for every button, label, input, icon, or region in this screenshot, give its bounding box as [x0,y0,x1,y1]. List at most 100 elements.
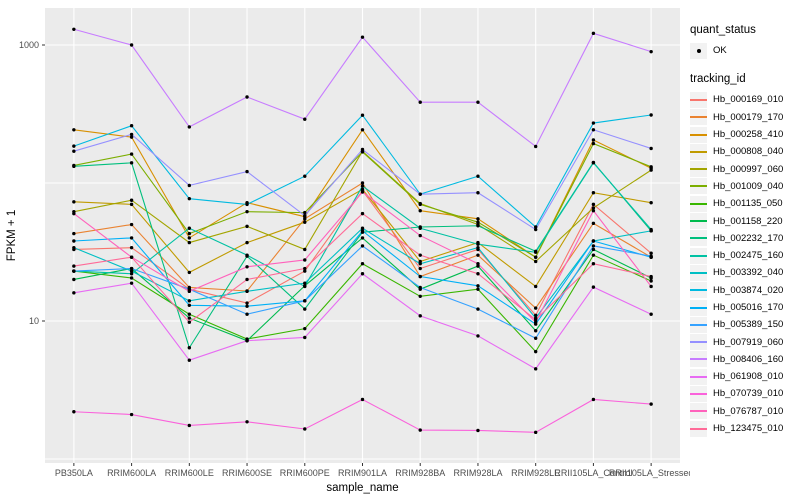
series-color-line-icon [690,98,707,101]
data-point [591,244,596,248]
legend-item-ok: OK [690,42,800,59]
legend-line-swatch [690,334,707,351]
data-point [187,231,192,236]
data-point [533,227,538,232]
data-point [649,274,653,279]
data-point [476,264,480,268]
series-color-line-icon [690,323,707,326]
data-point [245,277,249,282]
series-color-line-icon [690,271,707,274]
data-point [303,213,307,218]
data-point [649,229,653,233]
data-point [533,320,538,324]
legend-item-label: Hb_000808_040 [713,146,784,158]
data-point [303,258,307,262]
data-point [533,225,538,229]
data-point [476,287,480,291]
legend-item-Hb_001135_050: Hb_001135_050 [690,195,800,212]
legend-item-label: Hb_076787_010 [713,405,784,417]
data-point [303,281,307,285]
data-point [476,262,480,266]
data-point [591,239,596,243]
data-point [533,367,538,371]
data-point [303,220,307,224]
data-point [476,245,480,250]
data-point [360,187,365,192]
data-point [72,291,76,295]
data-point [72,200,76,204]
data-point [476,174,480,178]
x-tick-label: RRIM928LE [511,468,560,478]
data-point [187,312,192,316]
data-point [129,152,134,156]
data-point [303,299,307,303]
data-point [72,264,76,268]
data-point [245,253,249,257]
data-point [303,427,307,431]
data-point [360,397,365,402]
legend-line-swatch [690,282,707,299]
x-tick-label: RRII105LA_Stressed [609,468,690,478]
y-axis-title: FPKM + 1 [6,210,18,261]
legend-item-label: Hb_000169_010 [713,94,784,106]
series-color-line-icon [690,168,707,171]
data-point [245,209,249,214]
data-point [360,272,365,276]
data-point [649,168,653,172]
legend-item-Hb_005389_150: Hb_005389_150 [690,316,800,333]
data-point [245,224,249,229]
data-point [476,307,480,311]
data-point [72,239,76,243]
data-point [591,397,596,402]
data-point [649,254,653,258]
legend-line-swatch [690,316,707,333]
data-point [187,270,192,275]
data-point [360,35,365,39]
data-point [129,245,134,250]
data-point [649,312,653,316]
data-point [360,226,365,230]
data-point [476,224,480,228]
legend-item-label: Hb_001135_050 [713,198,783,210]
legend-line-swatch [690,368,707,385]
data-point [476,272,480,276]
data-point [591,121,596,125]
legend-line-swatch [690,109,707,126]
data-point [187,226,192,230]
data-point [591,253,596,257]
data-point [360,262,365,266]
data-point [360,229,365,233]
data-point [129,412,134,417]
legend-line-swatch [690,247,707,264]
series-color-line-icon [690,150,707,153]
data-point [591,161,596,165]
legend-tracking-id-items: Hb_000169_010 Hb_000179_170 Hb_000258_410 H… [690,91,800,437]
y-tick-label: 1000 [19,40,39,50]
data-point [187,196,192,201]
legend-line-swatch [690,195,707,212]
data-point [129,198,134,202]
data-point [360,236,365,240]
data-point [187,423,192,428]
legend-quant-status-section: quant_status OK [690,24,800,59]
data-point [533,318,538,322]
data-point [245,338,249,343]
data-point [418,274,422,279]
data-point [72,277,76,282]
data-point [72,211,76,216]
data-point [187,125,192,129]
data-point [533,306,538,310]
data-point [591,31,596,36]
series-color-line-icon [690,427,707,430]
legend-item-label: Hb_001158_220 [713,215,783,227]
data-point [591,247,596,252]
data-point [360,211,365,216]
data-point [187,289,192,294]
series-color-line-icon [690,220,707,223]
legend-item-label: Hb_003392_040 [713,267,784,279]
legend-line-swatch [690,385,707,402]
data-point [72,27,76,31]
data-point [533,144,538,149]
data-point [418,208,422,213]
